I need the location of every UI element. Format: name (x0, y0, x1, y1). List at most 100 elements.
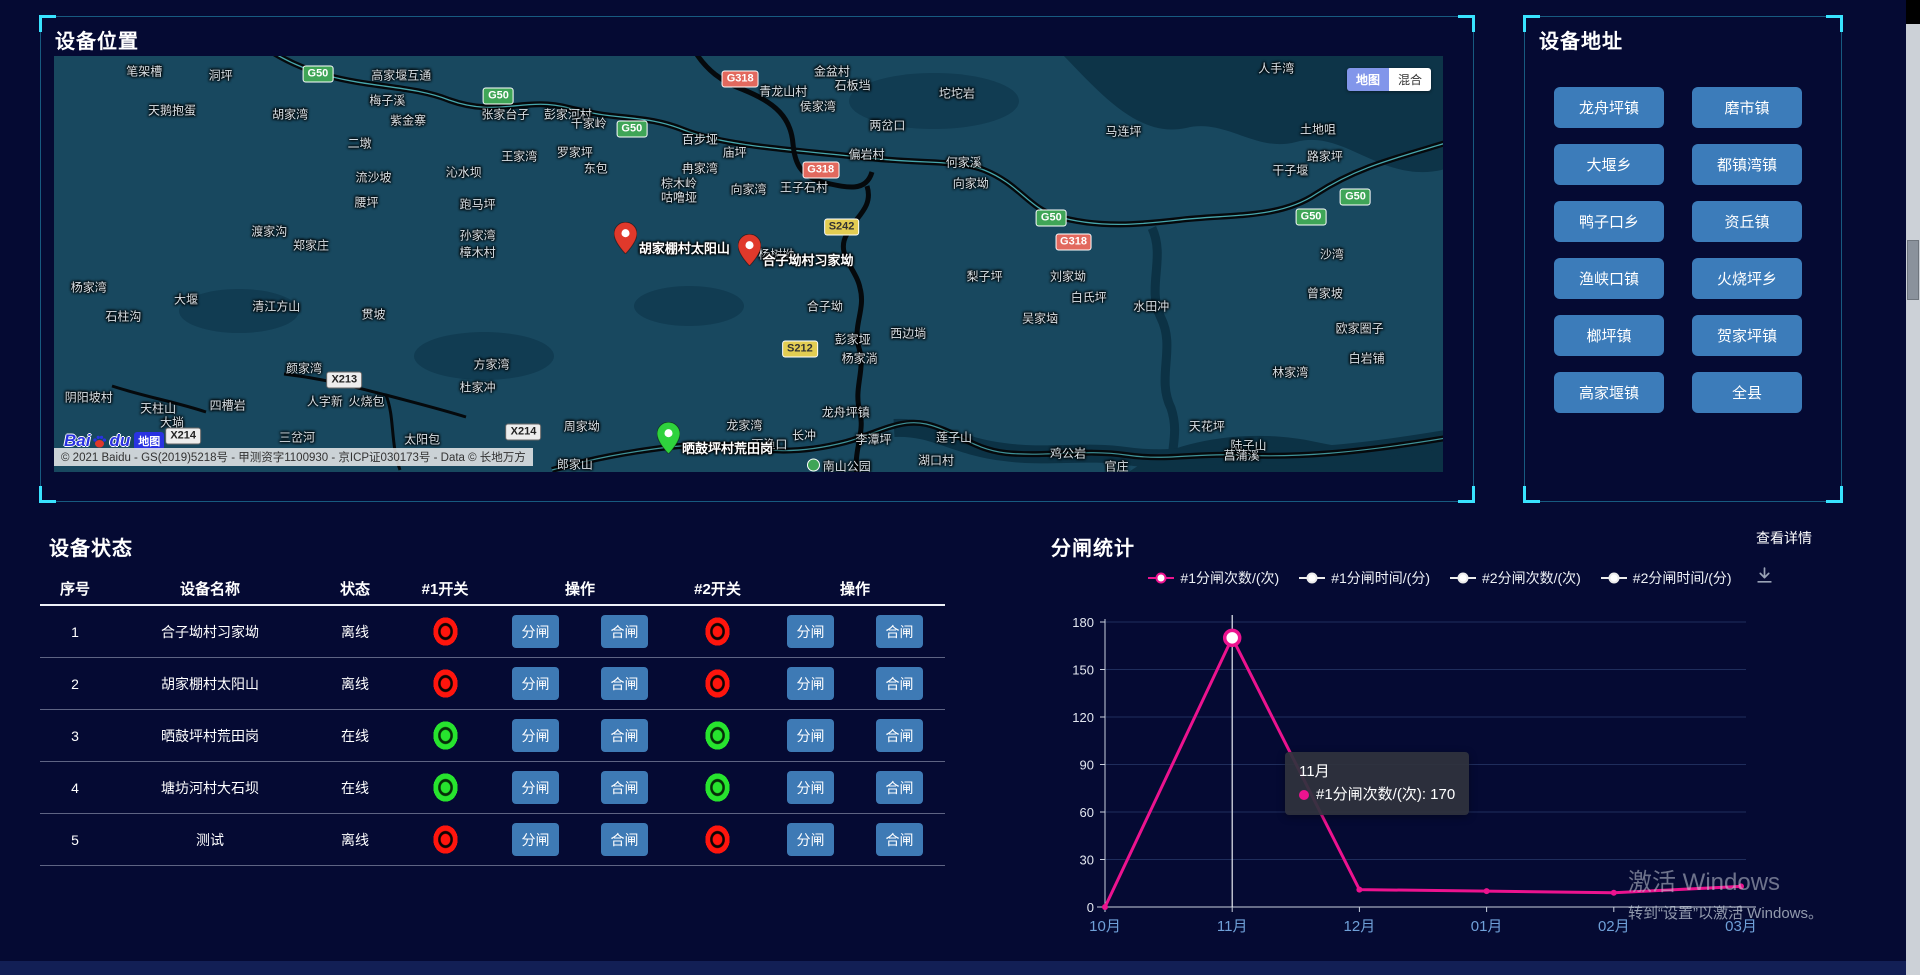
switch2-led-red (705, 825, 730, 854)
open-switch2-button[interactable]: 分闸 (787, 719, 834, 752)
close-switch1-button[interactable]: 合闸 (601, 719, 648, 752)
map-type-map-button[interactable]: 地图 (1346, 68, 1389, 91)
close-switch2-button[interactable]: 合闸 (876, 615, 923, 648)
close-switch2-button[interactable]: 合闸 (876, 771, 923, 804)
switch1-led-green (432, 773, 458, 802)
map-place-label: 沙湾 (1319, 247, 1344, 262)
map-place-label: 石柱沟 (105, 309, 142, 324)
device-name: 合子坳村习家坳 (161, 623, 259, 640)
map-place-label: 天鹅抱蛋 (148, 103, 197, 118)
map-place-label: 樟木村 (459, 245, 496, 260)
address-button[interactable]: 大堰乡 (1554, 144, 1664, 185)
close-switch2-button[interactable]: 合闸 (876, 823, 923, 856)
row-index: 5 (71, 831, 79, 848)
switch1-led-cell (400, 721, 490, 750)
map-place-label: 白氏坪 (1070, 290, 1107, 305)
address-button[interactable]: 磨市镇 (1692, 87, 1802, 128)
open-switch2-button[interactable]: 分闸 (787, 771, 834, 804)
map-place-label: 冉家湾 (681, 161, 718, 176)
switch1-led-cell (400, 825, 490, 854)
line-chart[interactable]: 0 30 60 90 120 150 180 10月 11月 12月 01月 02月 03月 (1040, 524, 1800, 954)
device-location-panel: 设备位置 笔架槽 洞坪 天鹅抱蛋 胡家湾 高家堰互通 梅子溪 紫金寨 二墩 流沙坡 沁水坝 腰坪 跑马… (39, 15, 1475, 503)
table-column-header: 设备名称 (179, 580, 240, 598)
map-place-label: 天花坪 (1188, 419, 1225, 434)
status-text: 离线 (341, 623, 369, 640)
open-switch1-button[interactable]: 分闸 (512, 823, 559, 856)
svg-text:11月: 11月 (1217, 918, 1248, 935)
close-switch2-button[interactable]: 合闸 (876, 719, 923, 752)
legend-item[interactable]: #2分闸时间/(分) (1600, 568, 1732, 588)
open-switch2-button[interactable]: 分闸 (787, 823, 834, 856)
road-badge-G50: G50 (1295, 208, 1327, 226)
address-button[interactable]: 贺家坪镇 (1692, 315, 1802, 356)
legend-marker (1450, 572, 1476, 584)
address-button[interactable]: 都镇湾镇 (1692, 144, 1802, 185)
map-pin-red[interactable]: 胡家棚村太阳山 (613, 222, 730, 256)
map-place-label: 跑马坪 (459, 197, 496, 212)
map-place-label: 杨家淌 (841, 351, 878, 366)
legend-marker (1299, 572, 1326, 584)
map-place-label: 李潭坪 (855, 432, 892, 447)
address-button[interactable]: 全县 (1692, 372, 1802, 413)
map-place-label: 官庄 (1104, 459, 1129, 472)
switch1-ops: 分闸 合闸 (490, 719, 670, 752)
open-switch2-button[interactable]: 分闸 (787, 667, 834, 700)
device-name: 测试 (196, 831, 224, 848)
close-switch2-button[interactable]: 合闸 (876, 667, 923, 700)
map-place-label: 龙家湾 (726, 418, 763, 433)
open-switch1-button[interactable]: 分闸 (512, 615, 559, 648)
map-type-hybrid-button[interactable]: 混合 (1388, 68, 1431, 91)
download-icon[interactable] (1755, 566, 1774, 590)
view-details-link[interactable]: 查看详情 (1756, 530, 1812, 546)
close-switch1-button[interactable]: 合闸 (601, 771, 648, 804)
close-switch1-button[interactable]: 合闸 (601, 615, 648, 648)
legend-item[interactable]: #2分闸次数/(次) (1450, 568, 1581, 588)
tooltip-category: 11月 (1299, 763, 1330, 780)
close-switch1-button[interactable]: 合闸 (601, 667, 648, 700)
open-switch1-button[interactable]: 分闸 (512, 719, 559, 752)
corner-bracket (1458, 15, 1475, 32)
address-button[interactable]: 龙舟坪镇 (1554, 87, 1664, 128)
table-column-header: #2开关 (694, 580, 741, 598)
map-place-label: 阴阳坡村 (64, 390, 113, 405)
baidu-map[interactable]: 笔架槽 洞坪 天鹅抱蛋 胡家湾 高家堰互通 梅子溪 紫金寨 二墩 流沙坡 沁水坝 腰坪 跑马坪 渡家沟郑… (54, 56, 1443, 472)
map-place-label: 白岩铺 (1348, 351, 1385, 366)
map-place-label: 洞坪 (208, 68, 233, 83)
close-switch1-button[interactable]: 合闸 (601, 823, 648, 856)
map-place-label: 石板垱 (834, 78, 871, 93)
open-switch1-button[interactable]: 分闸 (512, 667, 559, 700)
table-row: 1 合子坳村习家坳 离线 分闸 合闸 分闸 合闸 (40, 606, 945, 658)
map-place-label: 林家湾 (1272, 365, 1309, 380)
map-place-label: 侯家湾 (799, 99, 836, 114)
vertical-scrollbar[interactable] (1906, 0, 1920, 975)
address-button[interactable]: 鸭子口乡 (1554, 201, 1664, 242)
address-button[interactable]: 资丘镇 (1692, 201, 1802, 242)
scrollbar-thumb[interactable] (1907, 240, 1919, 300)
map-place-label: 孙家湾 (459, 228, 496, 243)
legend-item[interactable]: #1分闸时间/(分) (1299, 568, 1430, 588)
map-place-label: 方家湾 (473, 357, 510, 372)
address-button[interactable]: 火烧坪乡 (1692, 258, 1802, 299)
map-place-label: 流沙坡 (355, 170, 392, 185)
switch1-ops: 分闸 合闸 (490, 823, 670, 856)
address-button[interactable]: 榔坪镇 (1554, 315, 1664, 356)
open-switch1-button[interactable]: 分闸 (512, 771, 559, 804)
address-button[interactable]: 渔峡口镇 (1554, 258, 1664, 299)
map-pin-red[interactable]: 合子坳村习家坳 (737, 234, 854, 268)
map-place-label: 路家坪 (1306, 149, 1343, 164)
map-place-label: 人手湾 (1258, 61, 1295, 76)
map-pin-green[interactable]: 晒鼓坪村荒田岗 (656, 421, 773, 456)
open-switch2-button[interactable]: 分闸 (787, 615, 834, 648)
map-place-label: 金盆村 (813, 64, 850, 79)
address-button[interactable]: 高家堰镇 (1554, 372, 1664, 413)
road-badge-G50: G50 (1035, 209, 1067, 227)
svg-text:02月: 02月 (1598, 918, 1630, 935)
switch1-led-cell (400, 773, 490, 802)
legend-item[interactable]: #1分闸次数/(次) (1148, 568, 1279, 588)
device-address-panel: 设备地址 龙舟坪镇 磨市镇 大堰乡 都镇湾镇 鸭子口乡 资丘镇 渔峡口镇 火烧坪乡 榔坪镇 贺家坪… (1523, 15, 1843, 503)
map-place-label: 沁水坝 (445, 165, 482, 180)
switch1-ops: 分闸 合闸 (490, 771, 670, 804)
road-badge-S242: S242 (823, 218, 860, 236)
legend-label: #1分闸时间/(分) (1331, 570, 1430, 586)
chart-tooltip: 11月 #1分闸次数/(次): 170 (1285, 752, 1470, 815)
